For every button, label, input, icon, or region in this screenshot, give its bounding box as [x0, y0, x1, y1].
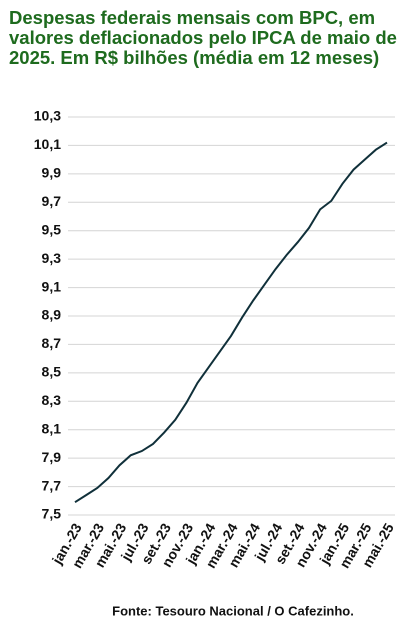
y-tick-label: 10,3 — [34, 108, 61, 124]
y-tick-label: 8,3 — [42, 392, 62, 408]
y-tick-label: 9,9 — [42, 165, 62, 181]
y-tick-label: 9,3 — [42, 250, 62, 266]
y-tick-label: 7,9 — [42, 449, 62, 465]
y-tick-label: 9,5 — [42, 221, 62, 237]
y-tick-label: 9,7 — [42, 193, 62, 209]
y-tick-label: 7,5 — [42, 506, 62, 522]
y-tick-label: 8,5 — [42, 364, 62, 380]
y-tick-label: 8,1 — [42, 420, 62, 436]
y-tick-label: 8,9 — [42, 307, 62, 323]
y-tick-label: 9,1 — [42, 278, 62, 294]
source-note: Fonte: Tesouro Nacional / O Cafezinho. — [112, 603, 354, 618]
y-tick-label: 8,7 — [42, 335, 62, 351]
y-tick-label: 10,1 — [34, 136, 61, 152]
line-series — [74, 141, 388, 504]
chart-title: Despesas federais mensais com BPC, em va… — [9, 7, 397, 68]
y-tick-label: 7,7 — [42, 477, 62, 493]
